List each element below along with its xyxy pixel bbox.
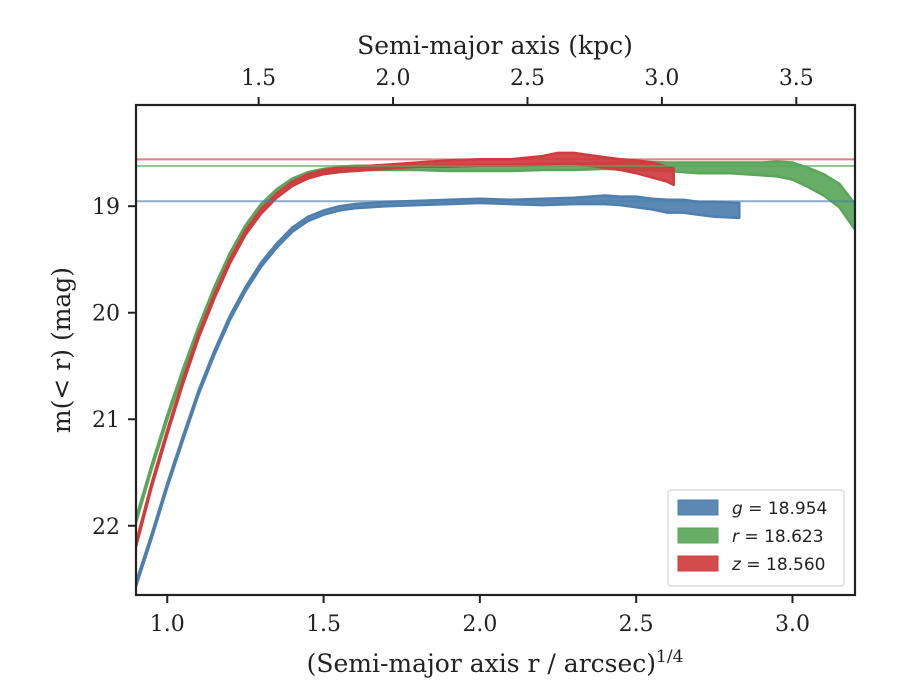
y-axis-label: m(< r) (mag) (47, 267, 76, 433)
legend-swatch-r (677, 527, 719, 544)
x-tick-label: 2.5 (619, 612, 654, 637)
top-tick-label: 1.5 (241, 66, 276, 91)
y-axis-ticks: 19 20 21 22 (92, 195, 136, 540)
y-tick-label: 22 (92, 515, 120, 540)
series-band-g (136, 194, 741, 588)
series-bands (136, 151, 855, 588)
series-band-z (136, 151, 675, 549)
x-tick-label: 1.0 (150, 612, 185, 637)
x-axis-label: (Semi-major axis r / arcsec)1/4 (307, 647, 684, 678)
x-axis-ticks: 1.0 1.5 2.0 2.5 3.0 (150, 595, 810, 637)
legend-swatch-g (677, 499, 719, 516)
legend-label-r: r = 18.623 (732, 527, 824, 547)
y-tick-label: 20 (92, 302, 120, 327)
top-tick-label: 2.5 (510, 66, 545, 91)
top-tick-label: 3.5 (779, 66, 814, 91)
top-tick-label: 3.0 (644, 66, 679, 91)
x-tick-label: 3.0 (775, 612, 810, 637)
legend-label-z: z = 18.560 (731, 555, 825, 575)
legend-label-g: g = 18.954 (732, 499, 827, 519)
top-axis-label: Semi-major axis (kpc) (357, 31, 633, 60)
y-tick-label: 19 (92, 195, 120, 220)
asymptote-lines (136, 158, 855, 203)
x-tick-label: 1.5 (306, 612, 341, 637)
top-tick-label: 2.0 (376, 66, 411, 91)
legend-swatch-z (677, 555, 719, 572)
series-band-r (136, 160, 855, 524)
top-axis-ticks: 1.5 2.0 2.5 3.0 3.5 (241, 66, 814, 105)
plot-frame (134, 103, 857, 597)
legend: g = 18.954 r = 18.623 z = 18.560 (667, 489, 845, 587)
x-tick-label: 2.0 (462, 612, 497, 637)
y-tick-label: 21 (92, 408, 120, 433)
